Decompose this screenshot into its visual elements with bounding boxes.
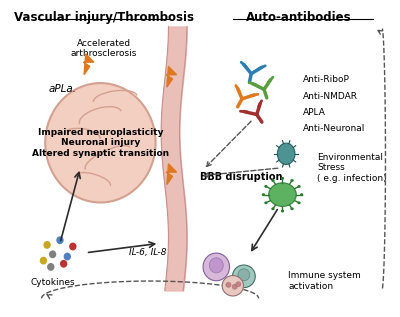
Ellipse shape (60, 260, 67, 268)
Ellipse shape (40, 257, 47, 265)
Ellipse shape (232, 265, 255, 288)
Ellipse shape (281, 210, 284, 212)
Text: Accelerated
arthrosclerosis: Accelerated arthrosclerosis (71, 39, 137, 58)
Text: IL-6, IL-8: IL-6, IL-8 (130, 248, 167, 257)
Ellipse shape (264, 201, 268, 204)
Ellipse shape (297, 201, 301, 204)
Ellipse shape (226, 282, 231, 287)
Ellipse shape (264, 185, 268, 188)
Ellipse shape (232, 284, 237, 289)
Text: aPLa.: aPLa. (49, 84, 77, 94)
Ellipse shape (262, 193, 265, 196)
Ellipse shape (290, 179, 294, 182)
Ellipse shape (290, 207, 294, 210)
Ellipse shape (203, 253, 230, 281)
Ellipse shape (281, 177, 284, 180)
Ellipse shape (56, 236, 64, 244)
Text: APLA: APLA (303, 108, 326, 117)
Ellipse shape (277, 143, 295, 165)
Text: Impaired neuroplasticity
Neuronal injury
Altered synaptic transition: Impaired neuroplasticity Neuronal injury… (32, 128, 169, 158)
Ellipse shape (300, 193, 303, 196)
Ellipse shape (45, 83, 156, 203)
Ellipse shape (44, 241, 51, 249)
Ellipse shape (47, 263, 54, 271)
Ellipse shape (236, 282, 241, 287)
Text: BBB disruption: BBB disruption (200, 172, 282, 182)
Ellipse shape (271, 179, 274, 182)
Ellipse shape (297, 185, 301, 188)
Ellipse shape (49, 250, 56, 258)
Text: Environmental
Stress
( e.g. infection): Environmental Stress ( e.g. infection) (318, 153, 387, 183)
Ellipse shape (269, 183, 296, 206)
Ellipse shape (238, 269, 250, 281)
Text: Immune system
activation: Immune system activation (288, 271, 361, 291)
Text: Auto-antibodies: Auto-antibodies (246, 11, 352, 24)
Text: Cytokines: Cytokines (30, 278, 75, 287)
Text: Anti-NMDAR: Anti-NMDAR (303, 92, 358, 101)
Ellipse shape (209, 258, 223, 273)
Ellipse shape (64, 253, 71, 261)
Polygon shape (166, 164, 176, 184)
Text: Anti-RiboP: Anti-RiboP (303, 75, 350, 84)
Polygon shape (166, 67, 176, 87)
Ellipse shape (222, 275, 244, 296)
Ellipse shape (271, 207, 274, 210)
Text: Vascular injury/Thrombosis: Vascular injury/Thrombosis (14, 11, 194, 24)
Text: Anti-Neuronal: Anti-Neuronal (303, 125, 365, 133)
Ellipse shape (69, 243, 76, 250)
Polygon shape (83, 54, 94, 74)
